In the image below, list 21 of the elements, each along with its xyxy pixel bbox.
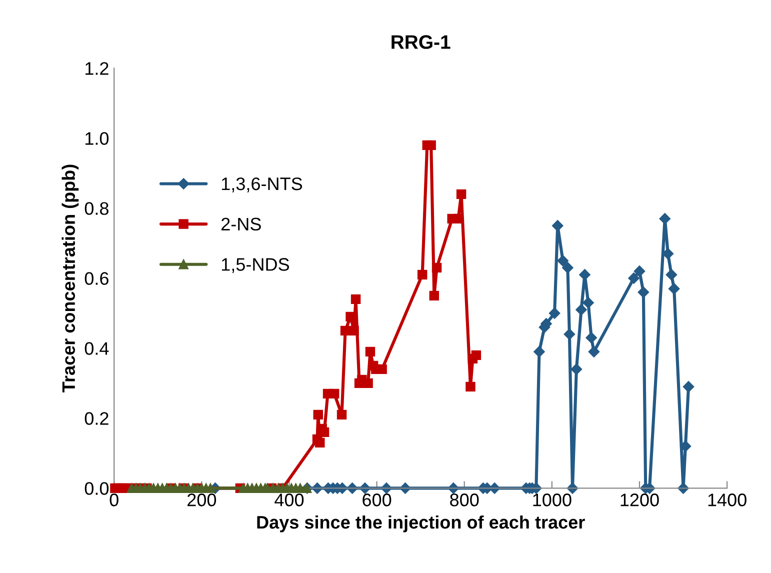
y-tick-label: 1.2 — [86, 62, 108, 75]
y-tick-label: 0.2 — [84, 412, 108, 425]
x-axis-title: Days since the injection of each tracer — [257, 515, 585, 532]
x-tick-label: 1400 — [708, 494, 746, 506]
y-tick-label: 1.0 — [86, 132, 109, 145]
legend-label: 2-NS — [221, 218, 261, 231]
x-tick-label: 1200 — [620, 494, 659, 506]
y-tick-label: 0.4 — [84, 342, 109, 355]
x-tick-label: 400 — [274, 494, 304, 506]
x-tick-label: 800 — [450, 494, 479, 506]
legend-label: 1,3,6-NTS — [222, 177, 302, 192]
chart-title: RRG-1 — [392, 35, 450, 49]
legend-label: 1,5-NDS — [222, 258, 289, 273]
x-tick-label: 200 — [188, 494, 216, 506]
y-axis-title: Tracer concentration (ppb) — [62, 164, 79, 392]
y-tick-label: 0.6 — [84, 272, 108, 285]
y-tick-label: 0.8 — [84, 202, 108, 215]
x-tick-label: 1000 — [533, 494, 572, 506]
x-tick-label: 0 — [110, 494, 118, 506]
x-tick-label: 600 — [362, 494, 392, 506]
y-tick-label: 0.0 — [84, 482, 109, 495]
